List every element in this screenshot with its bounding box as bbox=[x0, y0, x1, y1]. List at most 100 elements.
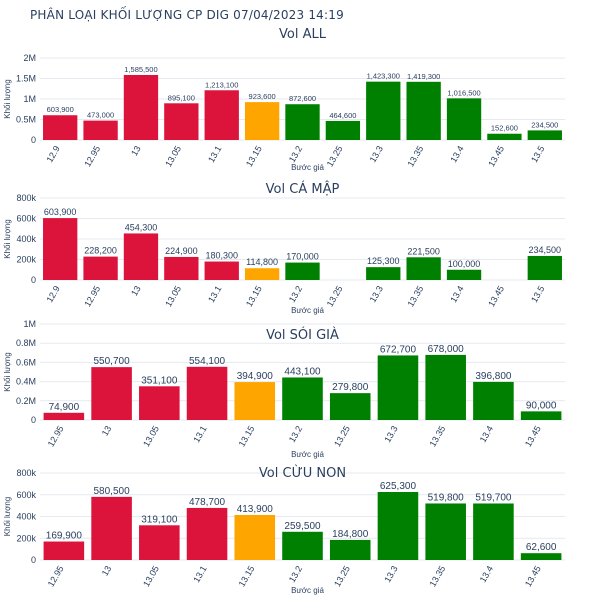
y-tick-label: 1M bbox=[23, 319, 36, 329]
data-label: 872,600 bbox=[289, 94, 316, 103]
data-label: 413,900 bbox=[237, 504, 274, 515]
data-label: 170,000 bbox=[286, 252, 319, 262]
bar-13.5[interactable] bbox=[527, 255, 562, 280]
data-label: 74,900 bbox=[49, 402, 80, 413]
bar-13.1[interactable] bbox=[186, 507, 228, 560]
bar-13.3[interactable] bbox=[366, 81, 401, 140]
bar-13[interactable] bbox=[91, 496, 132, 560]
bar-13.25[interactable] bbox=[329, 539, 371, 560]
x-tick-label: 13.4 bbox=[448, 144, 465, 164]
bar-13.2[interactable] bbox=[282, 531, 323, 560]
data-label: 394,900 bbox=[237, 371, 274, 382]
data-label: 396,800 bbox=[475, 371, 512, 382]
data-label: 259,500 bbox=[284, 521, 321, 532]
bar-12.95[interactable] bbox=[83, 120, 118, 140]
data-label: 351,100 bbox=[141, 375, 178, 386]
x-tick-label: 13.25 bbox=[325, 144, 345, 169]
x-tick-label: 13.35 bbox=[405, 144, 425, 169]
bar-13.4[interactable] bbox=[473, 381, 514, 420]
x-tick-label: 13 bbox=[129, 144, 143, 158]
bar-13.45[interactable] bbox=[520, 553, 562, 560]
data-label: 519,800 bbox=[428, 492, 465, 503]
bar-12.95[interactable] bbox=[83, 256, 118, 280]
bar-13.5[interactable] bbox=[527, 130, 562, 140]
bar-12.9[interactable] bbox=[43, 115, 78, 140]
data-label: 114,800 bbox=[246, 257, 278, 267]
data-label: 473,000 bbox=[87, 111, 114, 120]
data-label: 100,000 bbox=[448, 259, 481, 269]
data-label: 672,700 bbox=[380, 344, 417, 355]
bar-13.2[interactable] bbox=[285, 104, 320, 140]
x-tick-label: 13.2 bbox=[287, 424, 304, 444]
bar-13.35[interactable] bbox=[425, 503, 466, 560]
bar-13.1[interactable] bbox=[204, 90, 239, 140]
data-label: 464,600 bbox=[329, 111, 356, 120]
data-label: 603,900 bbox=[47, 105, 74, 114]
bar-13.35[interactable] bbox=[425, 354, 466, 420]
x-tick-label: 13.15 bbox=[244, 284, 264, 309]
bar-13.25[interactable] bbox=[329, 393, 371, 420]
data-label: 519,700 bbox=[475, 492, 512, 503]
bar-13[interactable] bbox=[123, 233, 159, 280]
x-tick-label: 13.15 bbox=[237, 424, 257, 449]
bar-13.3[interactable] bbox=[377, 355, 419, 420]
x-axis-label: Bước giá bbox=[291, 450, 324, 459]
data-label: 169,900 bbox=[46, 531, 83, 542]
bar-13.05[interactable] bbox=[164, 256, 199, 280]
bar-13.15[interactable] bbox=[244, 102, 280, 140]
x-tick-label: 13.2 bbox=[287, 284, 304, 304]
bar-13.05[interactable] bbox=[139, 525, 180, 560]
bar-13.4[interactable] bbox=[446, 98, 482, 140]
bar-13.1[interactable] bbox=[186, 366, 228, 420]
bar-13[interactable] bbox=[123, 74, 159, 140]
y-tick-label: 0.8M bbox=[16, 338, 36, 348]
x-tick-label: 12.95 bbox=[46, 424, 66, 449]
data-label: 1,213,100 bbox=[205, 80, 238, 89]
x-tick-label: 13.5 bbox=[529, 284, 546, 304]
x-tick-label: 13.1 bbox=[191, 564, 208, 584]
bar-13.1[interactable] bbox=[204, 261, 239, 280]
bar-13.35[interactable] bbox=[406, 81, 441, 140]
y-tick-label: 800k bbox=[16, 193, 36, 203]
chart-title: Vol CỪU NON bbox=[259, 465, 346, 481]
bar-13.05[interactable] bbox=[139, 386, 180, 420]
bar-13.2[interactable] bbox=[282, 377, 323, 420]
data-label: 454,300 bbox=[125, 222, 158, 232]
bar-13[interactable] bbox=[91, 367, 132, 420]
bar-13.25[interactable] bbox=[325, 120, 361, 140]
bar-13.2[interactable] bbox=[285, 262, 320, 280]
bar-12.95[interactable] bbox=[43, 541, 85, 560]
x-tick-label: 13 bbox=[100, 564, 114, 578]
x-tick-label: 13.1 bbox=[206, 284, 223, 304]
x-axis-label: Bước giá bbox=[291, 163, 324, 172]
bar-13.4[interactable] bbox=[446, 269, 482, 280]
x-tick-label: 13.45 bbox=[486, 284, 506, 309]
x-tick-label: 13.3 bbox=[382, 564, 399, 584]
bar-13.3[interactable] bbox=[377, 491, 419, 560]
bar-12.9[interactable] bbox=[43, 218, 78, 280]
y-tick-label: 400k bbox=[16, 234, 36, 244]
bar-13.3[interactable] bbox=[366, 267, 401, 280]
chart-vol-soi-gia: 0 0.2M 0.4M 0.6M 0.8M 1M 74,900 12.95 550,700 13 3… bbox=[3, 319, 565, 459]
data-label: 923,600 bbox=[249, 92, 276, 101]
bar-13.15[interactable] bbox=[244, 268, 280, 280]
chart-vol-all: 0 0.5M 1M 1.5M 2M 603,900 12.9 473,000 12.95 1,58… bbox=[3, 27, 565, 172]
y-tick-label: 1M bbox=[23, 94, 36, 104]
x-axis-label: Bước giá bbox=[291, 306, 324, 315]
bar-13.45[interactable] bbox=[487, 133, 522, 140]
bar-13.4[interactable] bbox=[473, 503, 514, 560]
y-tick-label: 0 bbox=[31, 135, 36, 145]
bar-13.15[interactable] bbox=[234, 514, 276, 560]
y-tick-label: 600k bbox=[16, 214, 36, 224]
data-label: 625,300 bbox=[380, 481, 417, 492]
bar-13.45[interactable] bbox=[520, 411, 562, 420]
bar-13.35[interactable] bbox=[406, 257, 441, 280]
x-tick-label: 13.45 bbox=[486, 144, 506, 169]
bar-13.05[interactable] bbox=[164, 103, 199, 140]
y-tick-label: 0 bbox=[31, 275, 36, 285]
y-tick-label: 1.5M bbox=[16, 74, 36, 84]
chart-title: Vol CÁ MẬP bbox=[266, 181, 340, 197]
bar-12.95[interactable] bbox=[43, 412, 85, 420]
x-tick-label: 13.4 bbox=[478, 424, 495, 444]
bar-13.15[interactable] bbox=[234, 382, 276, 420]
